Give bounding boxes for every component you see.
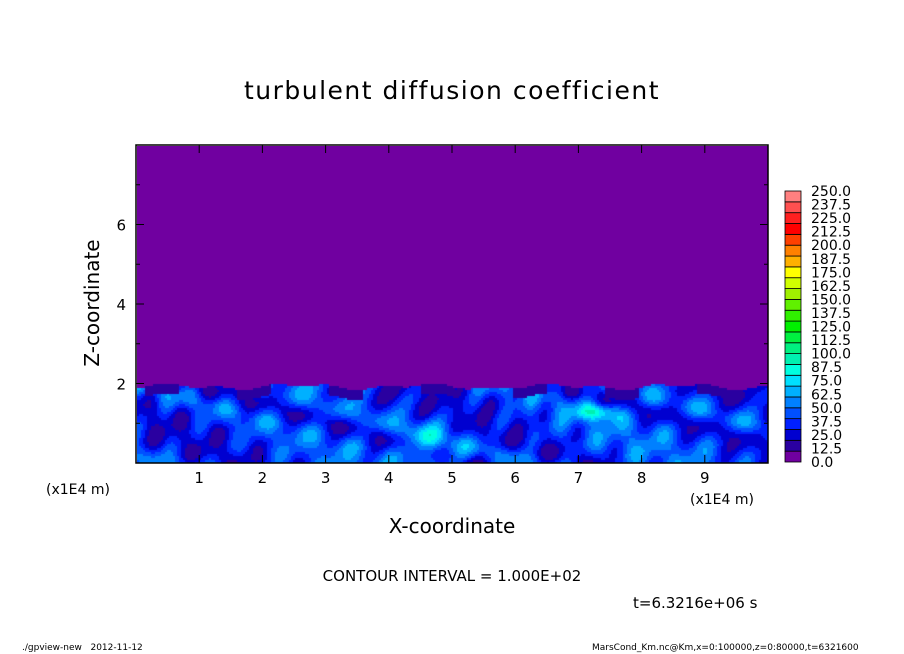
colorbar-swatch	[784, 320, 802, 333]
colorbar-label: 162.5	[811, 279, 851, 295]
colorbar-swatch	[784, 288, 802, 300]
x-tick-label: 9	[700, 469, 710, 487]
colorbar-swatch	[784, 331, 802, 344]
colorbar-label: 250.0	[811, 184, 851, 200]
colorbar-swatch	[784, 298, 802, 311]
heatmap-field	[137, 146, 768, 463]
colorbar-swatch	[784, 309, 802, 322]
x-unit-label-right: (x1E4 m)	[690, 492, 754, 508]
colorbar-swatch	[784, 223, 802, 235]
colorbar-label: 12.5	[811, 441, 842, 457]
colorbar-label: 75.0	[811, 374, 842, 390]
colorbar-swatch	[784, 266, 802, 279]
footer-program: ./gpview-new 2012-11-12	[22, 643, 143, 653]
colorbar-label: 137.5	[811, 306, 851, 322]
colorbar-label: 125.0	[811, 320, 851, 336]
colorbar-swatch	[784, 255, 802, 268]
colorbar-label: 37.5	[811, 414, 842, 430]
x-tick-label: 2	[258, 469, 268, 487]
colorbar-label: 25.0	[811, 428, 842, 444]
colorbar-swatch	[784, 364, 802, 376]
colorbar-swatch	[784, 342, 802, 355]
colorbar-swatch	[784, 201, 802, 214]
colorbar-swatch	[784, 396, 802, 409]
contour-interval: CONTOUR INTERVAL = 1.000E+02	[322, 567, 582, 585]
x-tick-label: 8	[637, 469, 647, 487]
colorbar-label: 187.5	[811, 252, 851, 268]
y-axis-label: Z-coordinate	[80, 239, 104, 367]
y-tick-label: 6	[116, 217, 126, 235]
y-tick-label: 2	[116, 376, 126, 394]
colorbar-label: 0.0	[811, 455, 833, 471]
colorbar-swatch	[784, 212, 802, 224]
colorbar-label: 50.0	[811, 401, 842, 417]
colorbar-label: 112.5	[811, 333, 851, 349]
x-unit-label-left: (x1E4 m)	[46, 482, 110, 498]
colorbar-label: 237.5	[811, 198, 851, 214]
colorbar-swatch	[784, 418, 802, 430]
colorbar-swatch	[784, 374, 802, 387]
colorbar-label: 225.0	[811, 211, 851, 227]
colorbar-swatch	[784, 429, 802, 441]
colorbar-label: 212.5	[811, 225, 851, 241]
x-tick-label: 1	[194, 469, 204, 487]
x-axis-label: X-coordinate	[388, 514, 516, 538]
x-tick-label: 6	[510, 469, 520, 487]
x-tick-label: 4	[384, 469, 394, 487]
colorbar-swatch	[784, 407, 802, 420]
colorbar-swatch	[784, 277, 802, 289]
colorbar-label: 87.5	[811, 360, 842, 376]
colorbar-swatch	[784, 385, 802, 398]
colorbar-swatch	[784, 244, 802, 257]
chart-title: turbulent diffusion coefficient	[243, 76, 661, 105]
time-label: t=6.3216e+06 s	[633, 594, 758, 612]
colorbar-label: 150.0	[811, 292, 851, 308]
plot-frame	[135, 144, 769, 464]
colorbar-label: 175.0	[811, 265, 851, 281]
x-tick-label: 7	[574, 469, 584, 487]
colorbar-swatch	[784, 353, 802, 365]
colorbar-swatch	[784, 439, 802, 452]
colorbar-label: 62.5	[811, 387, 842, 403]
colorbar-swatch	[784, 233, 802, 246]
colorbar-label: 100.0	[811, 347, 851, 363]
x-tick-label: 5	[447, 469, 457, 487]
colorbar-label: 200.0	[811, 238, 851, 254]
x-tick-label: 3	[321, 469, 331, 487]
footer-source: MarsCond_Km.nc@Km,x=0:100000,z=0:80000,t…	[592, 643, 859, 653]
y-tick-label: 4	[116, 296, 126, 314]
colorbar-swatch	[784, 190, 802, 203]
colorbar-swatch	[784, 450, 802, 463]
